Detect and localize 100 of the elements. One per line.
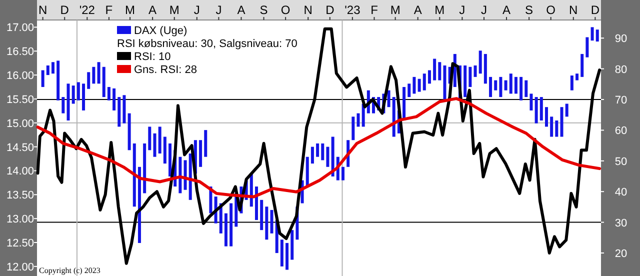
x-tick-label: O [546, 3, 556, 17]
x-tick-label: A [502, 3, 511, 17]
bar [153, 133, 156, 157]
line-series [36, 97, 602, 198]
bar [138, 166, 141, 243]
bar [51, 62, 54, 74]
bar [524, 80, 528, 98]
bar [41, 70, 44, 87]
x-tick-label: '23 [344, 3, 361, 17]
y-tick-label: 16.00 [6, 70, 34, 82]
legend-label: DAX (Uge) [134, 25, 188, 37]
bar [158, 126, 162, 154]
y2-tick-label: 30 [614, 217, 628, 230]
x-tick-label: S [525, 3, 534, 17]
bar [46, 65, 50, 76]
bar [290, 230, 294, 260]
bar [387, 90, 390, 108]
bar [443, 65, 446, 100]
annotation: RSI købsniveau: 30, Salgsniveau: 70 [117, 38, 298, 50]
bar [596, 30, 599, 42]
bar [143, 143, 146, 194]
bar [286, 242, 289, 270]
bar [418, 78, 421, 92]
bar [92, 66, 96, 84]
bar [265, 206, 268, 240]
bar [204, 130, 208, 157]
x-tick-label: O [280, 3, 290, 17]
bar [433, 58, 436, 80]
bar [586, 37, 589, 58]
x-tick-label: A [237, 3, 246, 17]
bar [464, 65, 467, 98]
x-tick-label: M [434, 3, 445, 17]
y2-tick-label: 90 [614, 33, 628, 46]
x-tick-label: D [590, 3, 600, 17]
y2-tick-label: 40 [614, 186, 628, 199]
legend-label: RSI: 10 [134, 51, 171, 63]
bar [341, 166, 344, 180]
bar [72, 86, 75, 104]
line-series [36, 27, 602, 265]
x-tick-label: D [60, 3, 70, 17]
y2-tick-label: 20 [614, 248, 628, 260]
x-tick-label: M [125, 3, 136, 17]
bar [310, 146, 314, 164]
x-tick-label: D [326, 3, 335, 17]
x-tick-label: J [194, 3, 200, 17]
y-tick-label: 14.00 [6, 166, 34, 178]
bar [468, 66, 472, 87]
bar [188, 154, 192, 200]
bar [555, 120, 558, 137]
bar [590, 27, 594, 41]
x-tick-label: J [480, 3, 487, 17]
bar [412, 76, 416, 94]
bar [530, 94, 533, 110]
y-tick-label: 12.50 [6, 238, 34, 250]
annotation: Copyright (c) 2023 [39, 266, 100, 275]
bar [87, 72, 90, 89]
bar [102, 66, 106, 98]
y2-tick-label: 60 [614, 125, 628, 138]
y2-tick-label: 80 [614, 64, 628, 76]
bar [254, 186, 258, 220]
bar [509, 74, 512, 94]
y-tick-label: 16.50 [6, 46, 34, 58]
bar [66, 84, 70, 120]
bar [408, 84, 411, 98]
bar [576, 74, 579, 80]
bar [514, 76, 518, 94]
bar [520, 76, 523, 100]
bar [199, 140, 202, 167]
bar [97, 62, 100, 84]
bar [326, 146, 330, 167]
x-tick-label: J [459, 3, 466, 17]
bar [550, 116, 554, 137]
bar [128, 113, 131, 150]
legend-label: Gns. RSI: 28 [134, 64, 197, 76]
bar [352, 116, 355, 140]
bar [316, 143, 320, 157]
x-tick-label: N [38, 3, 48, 17]
bar [422, 74, 426, 90]
bar [560, 107, 564, 137]
bar [270, 210, 274, 234]
bar [168, 143, 172, 176]
bar [565, 104, 568, 117]
x-tick-label: J [216, 3, 222, 17]
bar [534, 97, 538, 124]
bar [82, 84, 86, 110]
bar [178, 156, 182, 194]
x-tick-label: F [105, 3, 113, 17]
bar [118, 97, 121, 127]
bar [107, 86, 110, 100]
x-tick-label: '22 [79, 3, 96, 17]
bar [402, 86, 406, 120]
x-tick-label: S [260, 3, 268, 17]
y-tick-label: 17.00 [6, 22, 34, 34]
bar [62, 97, 65, 114]
bar [331, 136, 334, 176]
y-tick-label: 12.00 [6, 261, 34, 274]
x-tick-label: M [169, 3, 180, 17]
bar [224, 213, 228, 246]
bar [504, 80, 508, 90]
y-tick-label: 14.50 [6, 142, 34, 154]
